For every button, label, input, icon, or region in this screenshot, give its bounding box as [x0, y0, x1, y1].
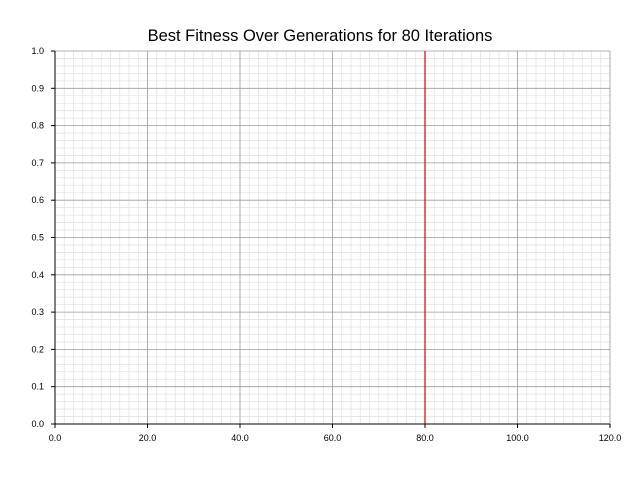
y-tick-label: 0.3 [31, 307, 44, 317]
y-tick-label: 0.6 [31, 195, 44, 205]
x-tick-label: 40.0 [231, 433, 249, 443]
y-tick-label: 0.0 [31, 419, 44, 429]
y-tick-label: 0.5 [31, 233, 44, 243]
x-tick-label: 60.0 [324, 433, 342, 443]
chart-title: Best Fitness Over Generations for 80 Ite… [147, 27, 493, 45]
y-tick-label: 1.0 [31, 46, 44, 56]
y-tick-label: 0.8 [31, 121, 44, 131]
x-tick-label: 100.0 [506, 433, 529, 443]
y-tick-label: 0.9 [31, 83, 44, 93]
x-tick-label: 0.0 [49, 433, 62, 443]
x-tick-label: 20.0 [139, 433, 157, 443]
y-tick-label: 0.2 [31, 344, 44, 354]
y-tick-label: 0.1 [31, 382, 44, 392]
x-tick-label: 120.0 [599, 433, 622, 443]
x-tick-label: 80.0 [416, 433, 434, 443]
y-tick-label: 0.4 [31, 270, 44, 280]
y-tick-label: 0.7 [31, 158, 44, 168]
